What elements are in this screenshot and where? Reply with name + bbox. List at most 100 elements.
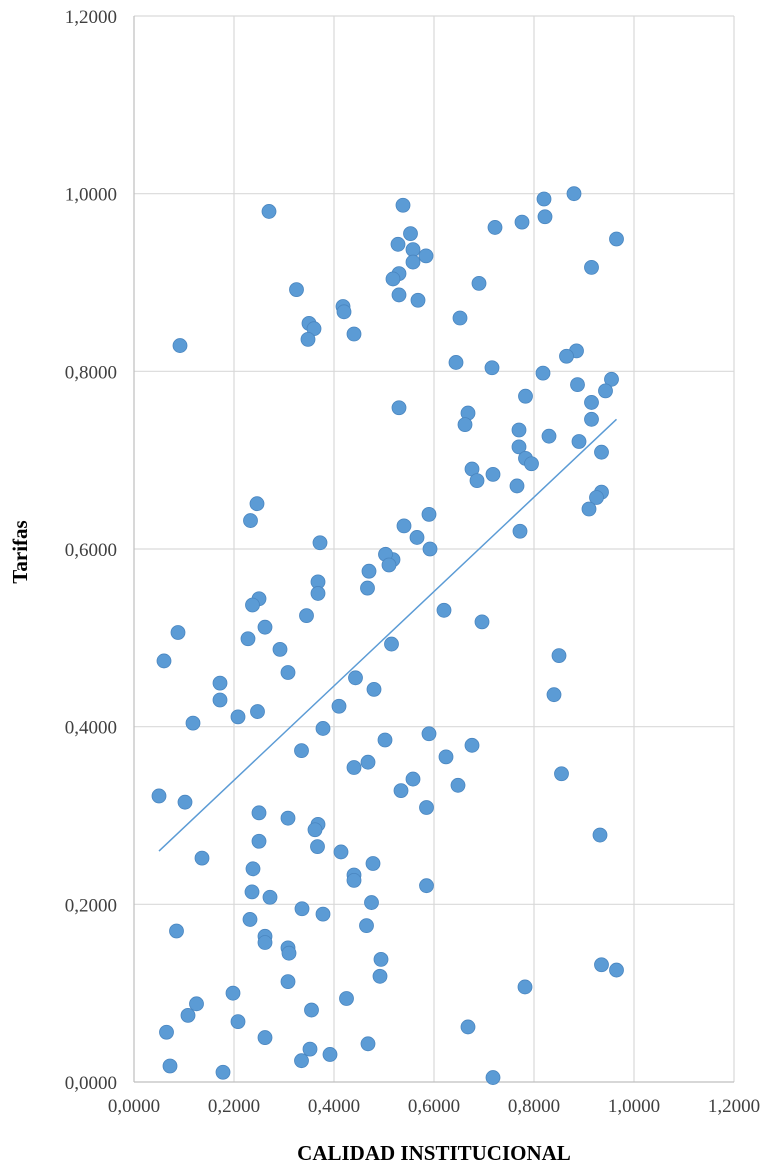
data-point	[391, 287, 407, 303]
data-point	[457, 417, 473, 433]
data-point	[360, 1036, 376, 1052]
data-point	[598, 383, 613, 399]
y-tick-labels: 0,0000 0,2000 0,4000 0,6000 0,8000 1,0000 1,20…	[65, 7, 117, 1094]
data-point	[484, 360, 500, 376]
data-point	[300, 331, 316, 347]
data-point	[393, 783, 409, 799]
data-point	[422, 541, 438, 557]
data-point	[418, 248, 434, 264]
data-point	[421, 726, 437, 742]
data-point	[436, 602, 452, 618]
data-point	[559, 348, 574, 364]
data-point	[419, 800, 434, 815]
data-point	[366, 681, 382, 697]
data-point	[584, 259, 599, 275]
data-point	[169, 923, 184, 939]
data-point	[464, 737, 480, 753]
data-point	[365, 856, 381, 871]
data-point	[517, 979, 533, 995]
data-point	[348, 670, 363, 686]
data-point	[156, 653, 172, 669]
data-point	[189, 996, 204, 1012]
data-point	[331, 698, 347, 714]
data-point	[322, 1047, 338, 1062]
data-point	[346, 326, 362, 342]
data-point	[261, 204, 277, 219]
data-point	[460, 1019, 476, 1035]
data-point	[566, 186, 582, 202]
data-point	[346, 760, 362, 775]
data-point	[215, 1064, 231, 1080]
data-point	[249, 496, 265, 512]
x-axis-title: CALIDAD INSTITUCIONAL	[297, 1141, 571, 1165]
data-point	[535, 365, 551, 381]
data-point	[385, 271, 401, 287]
data-point	[315, 721, 331, 736]
data-point	[396, 518, 412, 534]
data-point	[474, 614, 490, 630]
data-point	[245, 597, 260, 613]
data-point	[212, 692, 228, 708]
y-tick-label: 1,0000	[65, 185, 117, 206]
data-point	[251, 833, 267, 849]
axes	[133, 16, 734, 1083]
data-point	[159, 1024, 174, 1040]
x-tick-label: 0,8000	[508, 1096, 560, 1117]
data-point	[230, 1014, 246, 1029]
data-point	[359, 918, 374, 934]
data-point	[312, 535, 328, 551]
data-point	[584, 395, 599, 410]
data-point	[257, 1030, 273, 1045]
x-tick-label: 0,0000	[108, 1096, 160, 1117]
data-point	[581, 501, 597, 517]
data-point	[172, 338, 188, 353]
data-point	[421, 506, 437, 522]
data-point	[405, 242, 421, 258]
data-point	[280, 665, 296, 680]
data-point	[384, 636, 399, 652]
data-point	[405, 771, 421, 787]
data-point	[469, 473, 485, 488]
data-point	[315, 906, 331, 922]
data-point	[289, 282, 304, 298]
data-point	[554, 766, 569, 782]
data-point	[390, 236, 406, 252]
data-point	[372, 968, 388, 984]
data-point	[485, 1070, 501, 1085]
data-point	[361, 563, 377, 579]
data-point	[244, 884, 260, 900]
data-point	[242, 912, 258, 927]
data-point	[272, 641, 288, 657]
data-point	[546, 687, 562, 703]
data-point	[512, 523, 528, 539]
data-point	[405, 254, 421, 270]
data-point	[162, 1058, 178, 1074]
x-tick-label: 1,2000	[708, 1096, 760, 1117]
data-point	[310, 839, 325, 854]
data-point	[339, 991, 354, 1006]
data-point	[262, 889, 278, 905]
data-point	[170, 625, 186, 640]
data-point	[511, 422, 527, 438]
data-point	[551, 648, 567, 663]
data-point	[299, 608, 314, 624]
data-point	[333, 844, 349, 860]
x-tick-label: 0,4000	[308, 1096, 360, 1117]
data-point	[514, 214, 530, 230]
y-tick-label: 0,6000	[65, 540, 117, 561]
data-point	[280, 974, 296, 990]
data-point	[281, 945, 297, 961]
y-tick-label: 1,2000	[65, 7, 117, 28]
data-point	[571, 434, 587, 449]
data-point	[452, 310, 468, 326]
data-point	[177, 794, 193, 810]
data-point	[225, 985, 241, 1001]
data-point	[537, 209, 553, 225]
data-point	[364, 895, 379, 910]
y-tick-label: 0,8000	[65, 362, 117, 383]
y-tick-label: 0,0000	[65, 1073, 117, 1094]
trendline-group	[158, 418, 618, 852]
data-point	[487, 220, 503, 235]
data-point	[294, 743, 309, 759]
